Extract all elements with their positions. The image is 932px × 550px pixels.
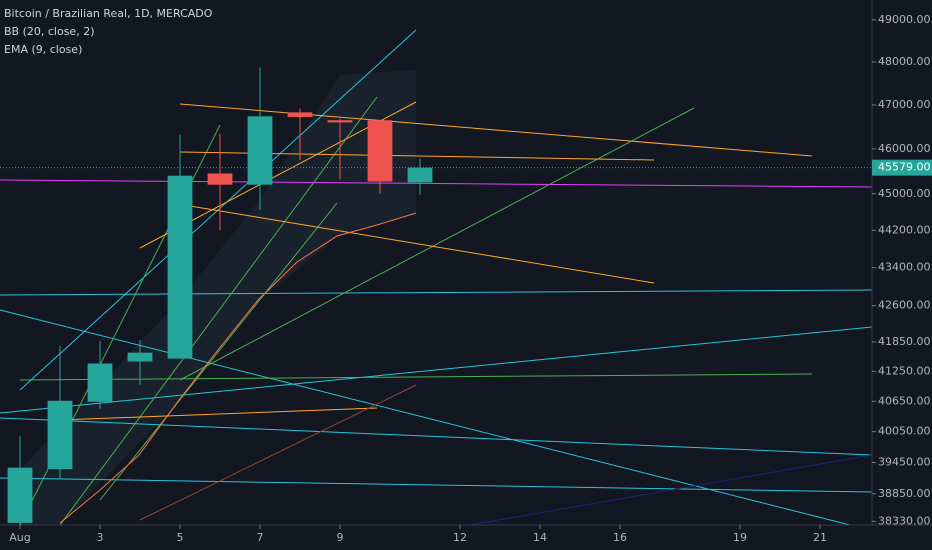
- last-price-label: 45579.00: [878, 161, 931, 174]
- trend-line: [59, 96, 378, 525]
- y-tick-label: 49000.00: [878, 13, 931, 26]
- x-tick-label: 5: [177, 531, 184, 544]
- y-tick-label: 40050.00: [878, 425, 931, 438]
- trend-line: [0, 289, 872, 296]
- trend-line: [189, 205, 655, 284]
- candle-body: [327, 120, 353, 123]
- trend-line: [469, 454, 872, 525]
- ema-line: [59, 212, 417, 524]
- candle-body: [407, 167, 433, 183]
- candle-body: [47, 400, 73, 470]
- y-tick-label: 46000.00: [878, 142, 931, 155]
- y-tick-label: 43400.00: [878, 261, 931, 274]
- trend-line: [0, 179, 872, 188]
- y-tick-label: 47000.00: [878, 98, 931, 111]
- candle-body: [247, 116, 273, 185]
- candle-body: [7, 467, 33, 523]
- x-tick-label: 9: [337, 531, 344, 544]
- y-tick-label: 38330.00: [878, 514, 931, 527]
- y-tick-label: 41250.00: [878, 364, 931, 377]
- candle-body: [367, 120, 393, 182]
- chart-title: Bitcoin / Brazilian Real, 1D, MERCADO: [4, 7, 213, 20]
- y-tick-label: 38850.00: [878, 487, 931, 500]
- trend-line: [59, 407, 378, 421]
- trend-line: [19, 373, 813, 381]
- x-tick-label: 7: [257, 531, 264, 544]
- x-tick-label: 14: [533, 531, 547, 544]
- trend-line: [0, 326, 872, 414]
- y-tick-label: 45000.00: [878, 187, 931, 200]
- trend-line: [139, 384, 417, 521]
- bb-fill: [20, 70, 416, 525]
- y-tick-label: 40650.00: [878, 394, 931, 407]
- last-price-box: [872, 159, 932, 176]
- y-tick-label: 48000.00: [878, 55, 931, 68]
- trend-line: [99, 202, 338, 501]
- y-tick-label: 41850.00: [878, 335, 931, 348]
- x-tick-label: 21: [813, 531, 827, 544]
- x-tick-label: 19: [733, 531, 747, 544]
- y-tick-label: 39450.00: [878, 455, 931, 468]
- x-tick-label: 16: [613, 531, 627, 544]
- x-tick-label: Aug: [9, 531, 30, 544]
- trend-line: [179, 107, 695, 381]
- y-tick-label: 44200.00: [878, 223, 931, 236]
- candle-body: [207, 173, 233, 185]
- trend-line: [0, 417, 872, 456]
- trend-line: [0, 477, 872, 493]
- candle-body: [127, 352, 153, 362]
- indicator-label: EMA (9, close): [4, 43, 82, 56]
- candles: [7, 67, 433, 525]
- trend-line: [19, 29, 417, 391]
- indicator-label: BB (20, close, 2): [4, 25, 95, 38]
- x-tick-label: 12: [453, 531, 467, 544]
- x-tick-label: 3: [97, 531, 104, 544]
- trend-line: [179, 103, 813, 157]
- drawings: [0, 29, 872, 525]
- candle-body: [87, 363, 113, 402]
- candle-body: [167, 175, 193, 359]
- candle-body: [287, 112, 313, 118]
- y-tick-label: 42600.00: [878, 299, 931, 312]
